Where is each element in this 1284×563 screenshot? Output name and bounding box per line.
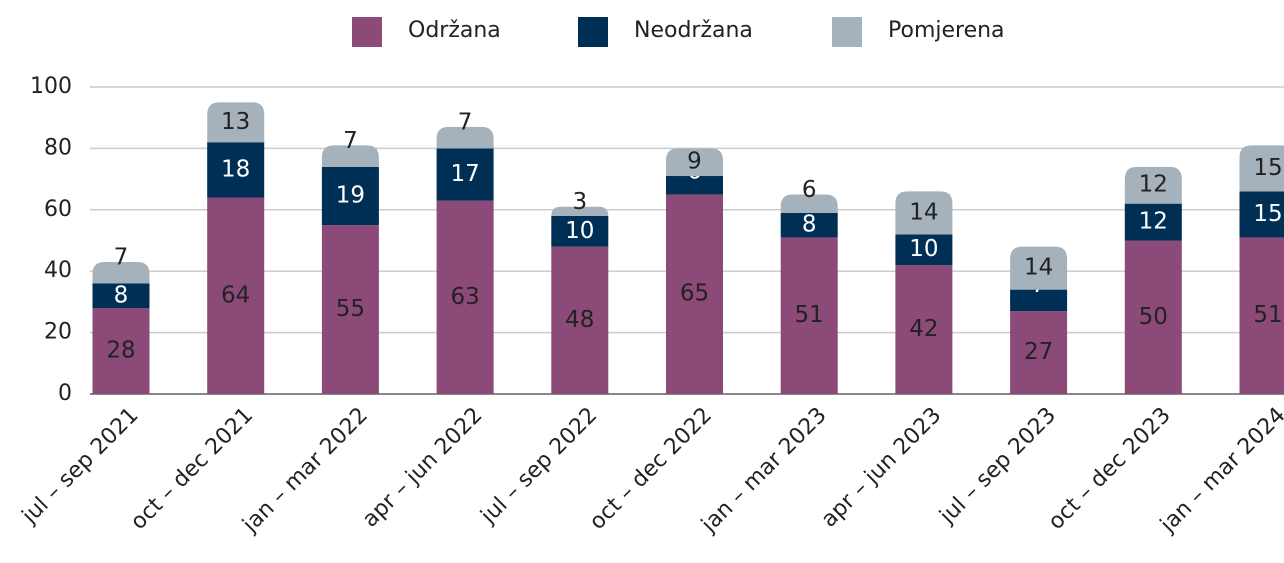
- value-label: 27: [1024, 339, 1053, 365]
- bar-segment: [92, 261, 150, 284]
- bar-segment: [780, 194, 838, 213]
- value-label: 48: [565, 307, 594, 333]
- legend-swatch: [352, 17, 382, 47]
- value-label: 19: [336, 182, 365, 208]
- bar-segment: [92, 283, 150, 309]
- x-tick-label: oct – dec 2021: [126, 403, 258, 535]
- value-label: 63: [450, 284, 479, 310]
- bar-segment: [666, 148, 723, 177]
- bar-segment: [1239, 145, 1284, 192]
- x-tick-label: jul – sep 2021: [17, 403, 144, 530]
- legend-label: Održana: [408, 18, 501, 43]
- value-label: 8: [114, 282, 129, 308]
- value-label: 7: [458, 109, 473, 135]
- value-label: 10: [909, 236, 938, 262]
- x-tick-label: jul – sep 2022: [476, 403, 603, 530]
- y-tick-label: 40: [44, 258, 72, 283]
- bar-segment: [895, 234, 953, 266]
- legend-swatch: [578, 17, 608, 47]
- y-tick-label: 0: [58, 381, 72, 406]
- bar-segment: [1010, 289, 1068, 312]
- x-tick-label: oct – dec 2022: [585, 403, 717, 535]
- bar-segment: [1239, 191, 1284, 238]
- bar-segment: [207, 102, 265, 143]
- bar-segment: [321, 145, 379, 167]
- bar-segment: [1010, 246, 1068, 290]
- bar-segment: [780, 237, 838, 394]
- bar-segment: [207, 197, 265, 394]
- bar-segment: [321, 225, 379, 394]
- value-label: 51: [795, 302, 824, 328]
- bar-segment: [436, 148, 494, 201]
- bar-segment: [1239, 237, 1284, 394]
- bar-segment: [321, 166, 379, 226]
- y-tick-label: 80: [44, 135, 72, 160]
- bar-segment: [895, 191, 953, 235]
- value-label: 28: [106, 338, 135, 364]
- bar-segment: [1124, 203, 1182, 241]
- bar-segment: [207, 142, 265, 198]
- value-label: 7: [343, 128, 358, 154]
- bar-segment: [895, 265, 953, 394]
- value-label: 14: [909, 199, 938, 225]
- value-label: 10: [565, 218, 594, 244]
- x-tick-label: jan – mar 2023: [696, 403, 831, 538]
- value-label: 7: [114, 244, 129, 270]
- legend-label: Pomjerena: [888, 18, 1005, 43]
- value-label: 15: [1253, 201, 1282, 227]
- value-label: 65: [680, 281, 709, 307]
- value-label: 12: [1139, 209, 1168, 235]
- y-tick-label: 60: [44, 197, 72, 222]
- value-label: 55: [336, 296, 365, 322]
- value-label: 12: [1139, 172, 1168, 198]
- bar-segment: [666, 176, 723, 195]
- legend-swatch: [832, 17, 862, 47]
- value-label: 15: [1253, 155, 1282, 181]
- value-label: 50: [1139, 304, 1168, 330]
- x-tick-label: apr – jun 2022: [358, 403, 488, 533]
- x-tick-label: apr – jun 2023: [817, 403, 947, 533]
- x-tick-label: jan – mar 2024: [1155, 403, 1284, 538]
- value-label: 64: [221, 282, 250, 308]
- value-label: 18: [221, 156, 250, 182]
- value-label: 8: [802, 212, 817, 238]
- bar-segment: [436, 126, 494, 149]
- x-tick-label: oct – dec 2023: [1044, 403, 1176, 535]
- bar-segment: [780, 212, 838, 238]
- value-label: 17: [450, 161, 479, 187]
- value-label: 14: [1024, 255, 1053, 281]
- bar-segment: [1010, 311, 1068, 394]
- bar-segment: [436, 200, 494, 394]
- bar-segment: [551, 246, 609, 394]
- x-tick-label: jul – sep 2023: [934, 403, 1061, 530]
- bar-segment: [666, 194, 723, 394]
- value-label: 9: [687, 149, 702, 175]
- value-label: 6: [802, 177, 817, 203]
- bar-segment: [1124, 240, 1182, 394]
- value-label: 3: [572, 189, 587, 215]
- bar-segment: [551, 206, 609, 216]
- x-tick-label: jan – mar 2022: [237, 403, 372, 538]
- legend-label: Neodržana: [634, 18, 753, 43]
- bar-segment: [92, 308, 150, 394]
- bar-segment: [1124, 166, 1182, 204]
- y-tick-label: 100: [30, 74, 72, 99]
- y-tick-label: 20: [44, 320, 72, 345]
- value-label: 13: [221, 109, 250, 135]
- bar-segment: [551, 215, 609, 247]
- value-label: 42: [909, 316, 938, 342]
- value-label: 51: [1253, 302, 1282, 328]
